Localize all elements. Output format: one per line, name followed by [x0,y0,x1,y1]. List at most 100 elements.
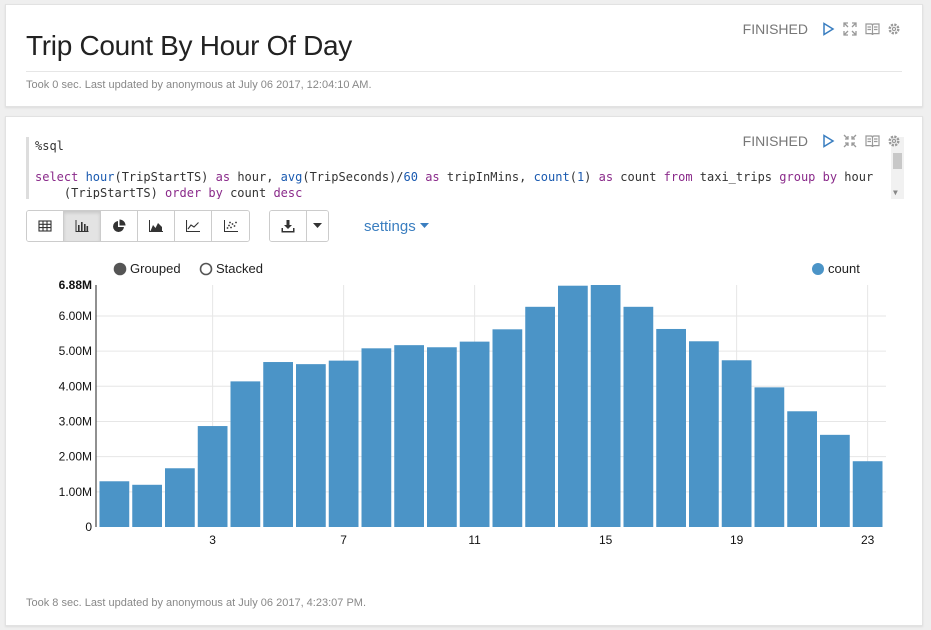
code-token: 60 [403,170,418,184]
editor-scrollbar[interactable]: ▼ [891,137,904,199]
legend-mode-label[interactable]: Grouped [130,261,181,276]
code-token: as [425,170,440,184]
legend-series-label[interactable]: count [828,261,860,276]
sql-editor[interactable]: %sql select hour(TripStartTS) as hour, a… [26,137,904,199]
status-label: FINISHED [742,21,808,37]
gear-icon[interactable] [886,133,902,149]
collapse-icon[interactable] [842,133,858,149]
bar-hour-6[interactable] [296,364,326,527]
y-tick-label: 4.00M [59,379,92,393]
chart-type-group [26,210,250,242]
bar-hour-3[interactable] [197,426,228,527]
bar-chart-button[interactable] [64,211,101,241]
code-token: ( [569,170,577,184]
x-axis-ticks: 3 7 11 15 19 23 [209,533,874,547]
series-legend: count [812,261,860,276]
book-icon[interactable] [864,21,880,37]
settings-label: settings [364,217,416,235]
code-token: tripInMins, [439,170,534,184]
code-token: hour [85,170,115,184]
legend-series-swatch[interactable] [812,263,824,275]
run-icon[interactable] [820,21,836,37]
chart-mode-toggle: Grouped Stacked [113,261,263,276]
y-tick-label: 1.00M [59,485,92,499]
download-icon [281,219,295,232]
y-tick-label: 0 [85,520,92,534]
download-button[interactable] [270,211,307,241]
book-icon[interactable] [864,133,880,149]
code-token: avg [280,170,303,184]
bar-hour-12[interactable] [492,329,523,527]
code-token: by [822,170,838,184]
scatter-chart-button[interactable] [212,211,249,241]
bar-hour-21[interactable] [787,411,817,527]
visualization-toolbar: settings [26,210,429,242]
expand-icon[interactable] [842,21,858,37]
x-tick-label: 11 [468,533,481,547]
download-options-button[interactable] [307,211,328,241]
legend-mode-grouped-radio[interactable] [113,262,127,276]
code-token: count [613,170,664,184]
x-tick-label: 23 [861,533,875,547]
paragraph-footer: Took 0 sec. Last updated by anonymous at… [26,79,372,91]
bar-hour-15[interactable] [590,285,621,527]
line-chart-icon [186,220,200,232]
bar-hour-20[interactable] [754,387,785,527]
bar-hour-19[interactable] [721,360,752,527]
pie-chart-icon [113,219,126,232]
caret-down-icon [313,223,322,228]
bar-hour-1[interactable] [132,484,162,527]
legend-mode-label[interactable]: Stacked [216,261,263,276]
code-token: (TripSeconds)/ [302,170,404,184]
bar-hour-5[interactable] [263,362,293,527]
bar-hour-11[interactable] [459,341,490,527]
legend-mode-stacked-radio[interactable] [199,262,213,276]
code-token: hour, [230,170,281,184]
code-token: (TripStartTS) [114,170,216,184]
code-token: as [215,170,231,184]
code-token: count [533,170,570,184]
bar-hour-22[interactable] [820,434,850,527]
table-view-button[interactable] [27,211,64,241]
scroll-down-icon[interactable]: ▼ [893,188,898,197]
pie-chart-button[interactable] [101,211,138,241]
sql-paragraph: %sql select hour(TripStartTS) as hour, a… [5,116,923,626]
settings-toggle[interactable]: settings [364,218,429,235]
code-token: from [663,170,693,184]
x-tick-label: 3 [209,533,216,547]
gear-icon[interactable] [886,21,902,37]
bar-hour-7[interactable] [328,360,359,527]
status-label: FINISHED [742,133,808,149]
bar-hour-4[interactable] [230,381,261,527]
bar-hour-9[interactable] [394,345,424,527]
area-chart-button[interactable] [138,211,175,241]
line-chart-button[interactable] [175,211,212,241]
editor-line-interpreter: %sql [35,139,64,153]
bar-hour-0[interactable] [99,481,130,527]
bar-hour-18[interactable] [689,341,719,527]
bar-hour-14[interactable] [558,285,588,527]
bar-hour-2[interactable] [165,468,195,527]
code-token [815,170,822,184]
y-tick-label: 6.88M [59,278,92,292]
editor-scrollbar-thumb[interactable] [893,153,902,169]
bar-hour-8[interactable] [361,348,392,527]
bar-hour-23[interactable] [852,461,883,527]
x-tick-label: 15 [599,533,613,547]
bar-hour-17[interactable] [656,328,686,527]
code-token: count [222,186,274,199]
paragraph-controls: FINISHED [743,21,902,37]
bar-hour-13[interactable] [525,306,555,527]
code-token: select [35,170,86,184]
bar-hour-10[interactable] [427,347,457,527]
trip-count-bar-chart: Grouped Stacked count 0 1.00M 2.00M 3.00M 4.0… [59,261,886,547]
code-token: hour [837,170,874,184]
run-icon[interactable] [820,133,836,149]
code-token: as [598,170,614,184]
paragraph-controls: FINISHED [743,133,902,149]
code-token: by [208,186,223,199]
bar-hour-16[interactable] [623,306,654,527]
code-token: ) [584,170,599,184]
y-tick-label: 6.00M [59,309,92,323]
title-paragraph: Trip Count By Hour Of Day FINISHED Took … [5,4,923,107]
